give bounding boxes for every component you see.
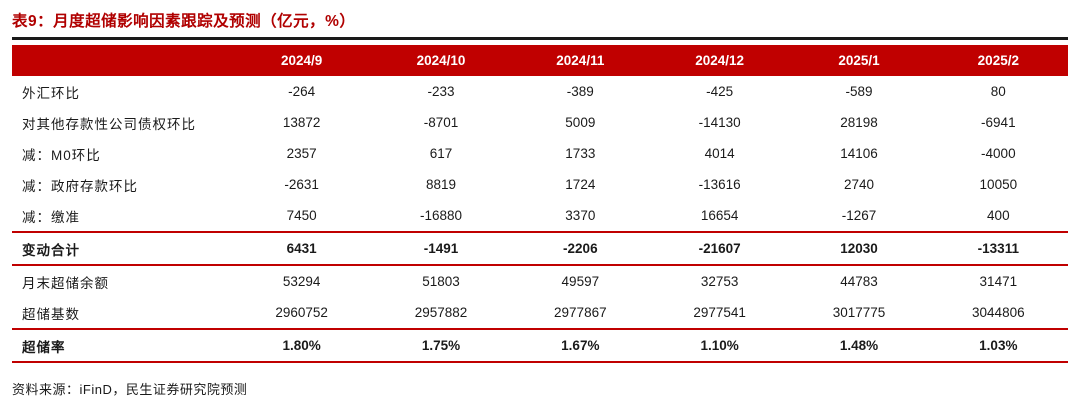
data-table: 2024/9 2024/10 2024/11 2024/12 2025/1 2025/2 … [12,45,1068,363]
cell-value: -21607 [649,231,790,266]
cell-value: 1.10% [649,328,790,363]
cell-value: 5009 [510,107,650,138]
cell-value: -8701 [371,107,511,138]
cell-value: -389 [510,76,650,107]
row-label: 减：M0环比 [12,138,232,169]
table-row: 超储基数 2960752 2957882 2977867 2977541 3017775 3… [12,297,1068,329]
cell-value: 51803 [371,265,511,297]
row-label: 变动合计 [12,231,232,266]
row-label: 外汇环比 [12,76,232,107]
table-title: 表9：月度超储影响因素跟踪及预测（亿元，%） [12,13,356,30]
table-row: 变动合计 6431 -1491 -2206 -21607 12030 -13311 [12,231,1068,266]
cell-value: 1.67% [510,328,650,363]
cell-value: -589 [789,76,929,107]
cell-value: 80 [928,76,1068,107]
table-row: 减：M0环比 2357 617 1733 4014 14106 -4000 [12,138,1068,169]
cell-value: 400 [928,200,1068,232]
cell-value: 2357 [232,138,372,169]
table-header-row: 2024/9 2024/10 2024/11 2024/12 2025/1 2025/2 [12,45,1068,76]
cell-value: -4000 [928,138,1068,169]
column-header: 2024/10 [371,45,511,76]
cell-value: 14106 [789,138,929,169]
cell-value: 44783 [789,265,929,297]
cell-value: -14130 [649,107,790,138]
cell-value: -1491 [371,231,511,266]
column-header: 2024/11 [510,45,650,76]
cell-value: 2977541 [649,297,790,329]
row-label: 超储基数 [12,297,232,329]
column-header: 2024/9 [232,45,372,76]
table-body: 外汇环比 -264 -233 -389 -425 -589 80 对其他存款性公司债权环比 13… [12,76,1068,363]
row-label: 减：缴准 [12,200,232,232]
header-corner-cell [12,45,232,76]
cell-value: 3017775 [789,297,929,329]
cell-value: -13311 [928,231,1068,266]
cell-value: 2740 [789,169,929,200]
cell-value: 1724 [510,169,650,200]
cell-value: 617 [371,138,511,169]
cell-value: 1733 [510,138,650,169]
column-header: 2025/2 [928,45,1068,76]
column-header: 2024/12 [649,45,790,76]
cell-value: 3044806 [928,297,1068,329]
cell-value: 1.80% [232,328,372,363]
table-row: 对其他存款性公司债权环比 13872 -8701 5009 -14130 28198 -69… [12,107,1068,138]
cell-value: 7450 [232,200,372,232]
table-head: 2024/9 2024/10 2024/11 2024/12 2025/1 2025/2 [12,45,1068,76]
row-label: 月末超储余额 [12,265,232,297]
table-row: 外汇环比 -264 -233 -389 -425 -589 80 [12,76,1068,107]
cell-value: 1.75% [371,328,511,363]
cell-value: -233 [371,76,511,107]
cell-value: -16880 [371,200,511,232]
cell-value: 53294 [232,265,372,297]
cell-value: 2977867 [510,297,650,329]
cell-value: -2631 [232,169,372,200]
cell-value: 2960752 [232,297,372,329]
row-label: 减：政府存款环比 [12,169,232,200]
cell-value: 1.03% [928,328,1068,363]
cell-value: 12030 [789,231,929,266]
cell-value: 49597 [510,265,650,297]
cell-value: 28198 [789,107,929,138]
cell-value: 4014 [649,138,790,169]
cell-value: 16654 [649,200,790,232]
table-row: 月末超储余额 53294 51803 49597 32753 44783 31471 [12,265,1068,297]
table-row: 减：政府存款环比 -2631 8819 1724 -13616 2740 10050 [12,169,1068,200]
row-label: 超储率 [12,328,232,363]
cell-value: 13872 [232,107,372,138]
cell-value: 3370 [510,200,650,232]
cell-value: 32753 [649,265,790,297]
cell-value: 10050 [928,169,1068,200]
cell-value: -6941 [928,107,1068,138]
cell-value: 31471 [928,265,1068,297]
cell-value: -425 [649,76,790,107]
cell-value: -13616 [649,169,790,200]
cell-value: -264 [232,76,372,107]
cell-value: 8819 [371,169,511,200]
cell-value: 1.48% [789,328,929,363]
cell-value: -1267 [789,200,929,232]
table-row: 超储率 1.80% 1.75% 1.67% 1.10% 1.48% 1.03% [12,328,1068,363]
cell-value: -2206 [510,231,650,266]
row-label: 对其他存款性公司债权环比 [12,107,232,138]
table-row: 减：缴准 7450 -16880 3370 16654 -1267 400 [12,200,1068,232]
column-header: 2025/1 [789,45,929,76]
cell-value: 2957882 [371,297,511,329]
source-note: 资料来源：iFinD，民生证券研究院预测 [12,382,248,397]
cell-value: 6431 [232,231,372,266]
title-divider [12,37,1068,40]
